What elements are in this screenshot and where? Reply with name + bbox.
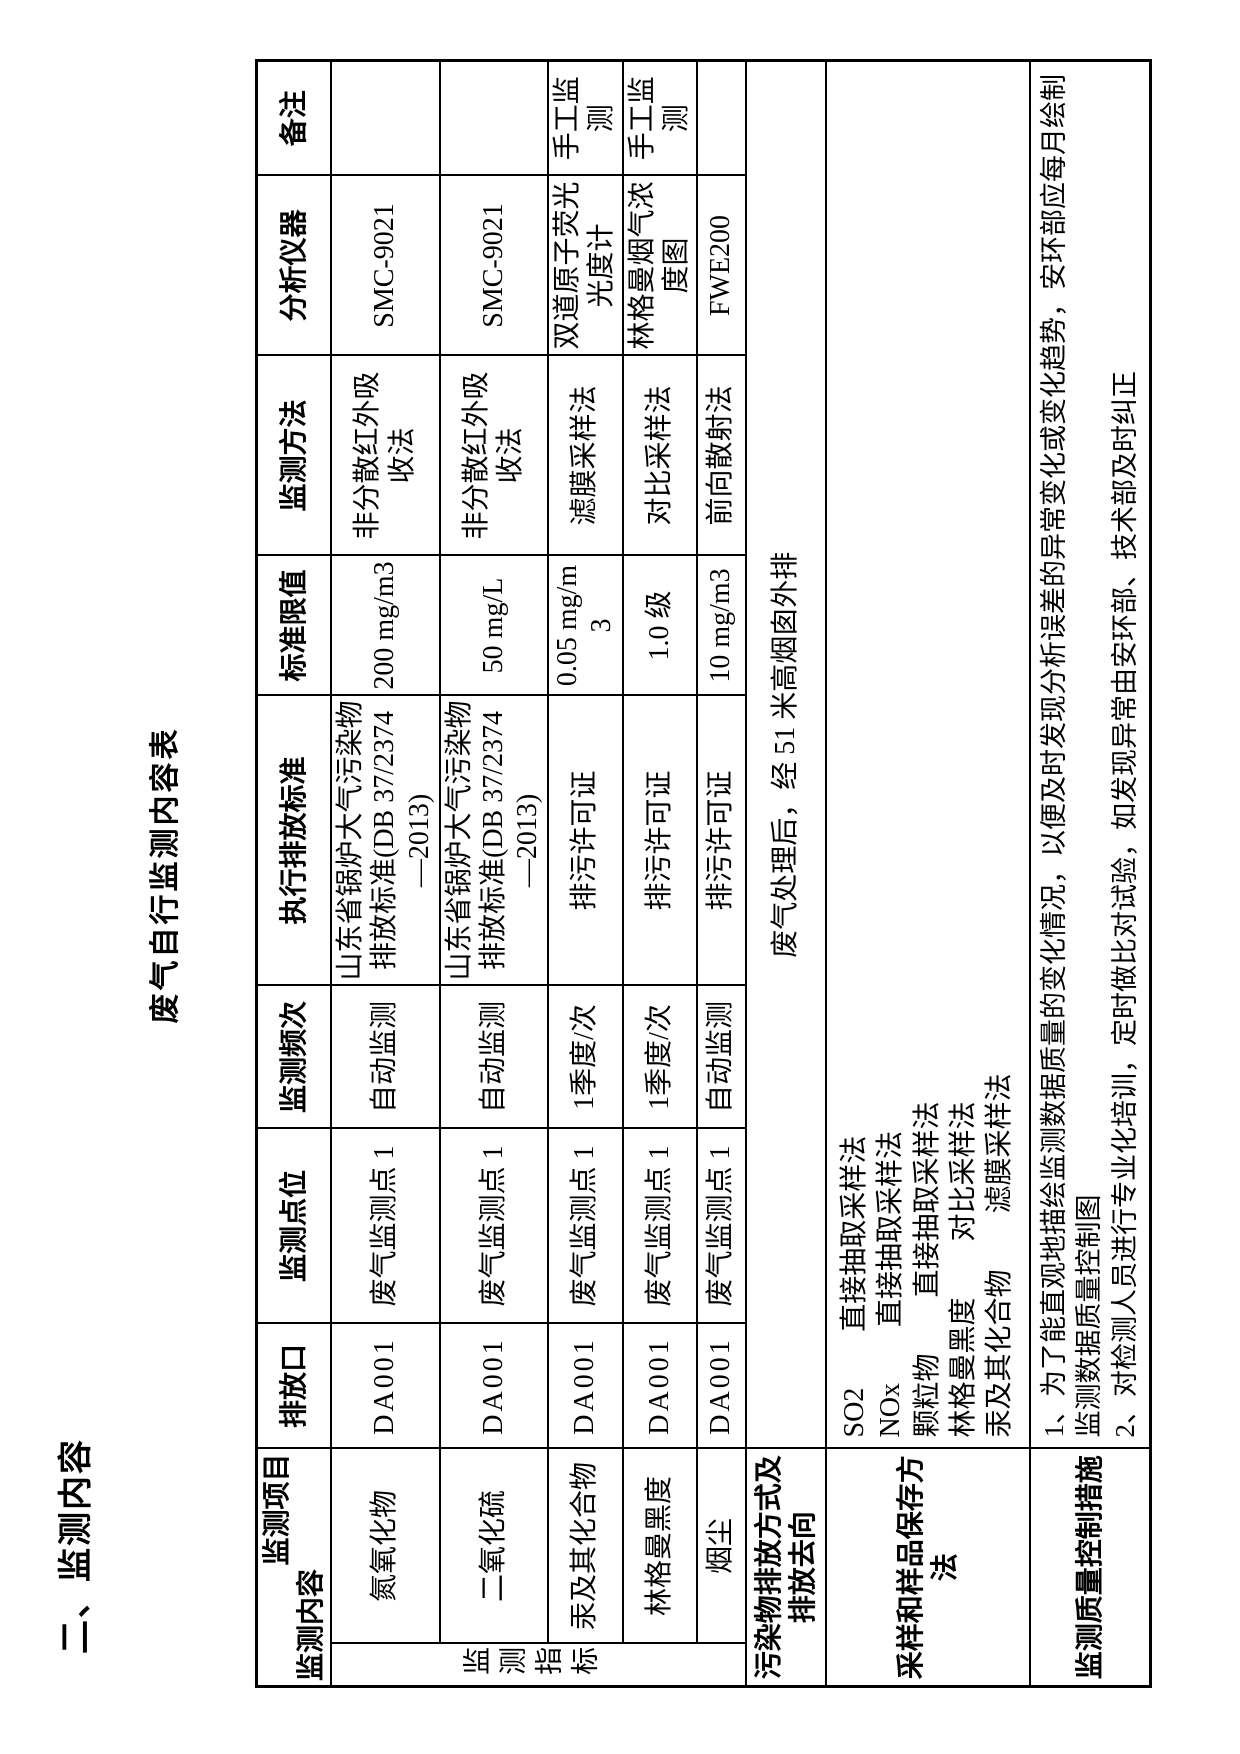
qc-paragraph: 2、对检测人员进行专业化培训，定时做比对试验，如发现异常由安环部、技术部及时纠正 [1109,370,1140,1438]
cell-point: 废气监测点 1 [548,1128,623,1324]
header-frequency: 监测频次 [256,985,332,1129]
sampling-line: SO2 直接抽取采样法 [838,1135,870,1438]
summary-label-qc: 监测质量控制措施 [1029,1448,1151,1687]
cell-method: 非分散红外吸收法 [331,355,440,556]
cell-method: 前向散射法 [696,355,746,556]
cell-outlet: DA001 [622,1323,697,1449]
cell-remark: 手工监测 [548,60,623,176]
cell-item: 林格曼黑度 [622,1448,697,1644]
sampling-line: 汞及其化合物 滤膜采样法 [984,1073,1016,1438]
monitoring-table: 监测项目 监测内容 排放口 监测点位 监测频次 执行排放标准 标准限值 监测方法… [255,58,1153,1688]
header-method: 监测方法 [256,355,332,556]
sampling-line: NOx 直接抽取采样法 [875,1131,907,1438]
summary-row-discharge: 污染物排放方式及排放去向 废气处理后，经 51 米高烟囱外排 [745,60,826,1687]
cell-method: 滤膜采样法 [548,355,623,556]
cell-remark: 手工监测 [622,60,697,176]
cell-frequency: 自动监测 [331,985,440,1129]
summary-label-sampling: 采样和样品保存方法 [825,1448,1030,1687]
sampling-line: 林格曼黑度 对比采样法 [948,1101,980,1438]
table-row: 林格曼黑度 DA001 废气监测点 1 1季度/次 排污许可证 1.0 级 对比… [622,60,697,1686]
table-row: 监测指标 氮氧化物 DA001 废气监测点 1 自动监测 山东省锅炉大气污染物排… [331,60,746,1687]
cell-item: 二氧化硫 [439,1448,549,1644]
cell-point: 废气监测点 1 [622,1128,697,1324]
cell-standard: 排污许可证 [548,695,623,986]
table-title: 废气自行监测内容表 [149,726,182,1024]
cell-item: 烟尘 [696,1448,746,1644]
header-standard: 执行排放标准 [256,695,332,986]
cell-frequency: 1季度/次 [548,985,623,1129]
cell-point: 废气监测点 1 [696,1128,746,1324]
cell-outlet: DA001 [696,1323,746,1449]
cell-standard: 排污许可证 [622,695,697,986]
cell-outlet: DA001 [439,1323,549,1449]
header-instrument: 分析仪器 [256,175,332,356]
summary-row-sampling: 采样和样品保存方法 SO2 直接抽取采样法 NOx 直接抽取采样法 颗粒物 直接… [825,60,1030,1687]
cell-instrument: FWE200 [696,175,746,356]
cell-standard: 山东省锅炉大气污染物排放标准(DB 37/2374—2013) [439,695,549,986]
cell-limit: 10 mg/m3 [696,555,746,696]
header-outlet: 排放口 [256,1323,332,1449]
sampling-line: 颗粒物 直接抽取采样法 [911,1101,943,1438]
cell-frequency: 1季度/次 [622,985,697,1129]
row-group-label-cell: 监测指标 [331,1643,746,1687]
cell-instrument: 双道原子荧光光度计 [548,175,623,356]
cell-remark [331,60,440,176]
cell-standard: 排污许可证 [696,695,746,986]
cell-limit: 1.0 级 [622,555,697,696]
cell-standard: 山东省锅炉大气污染物排放标准(DB 37/2374—2013) [331,695,440,986]
cell-remark [439,60,549,176]
cell-instrument: 林格曼烟气浓度图 [622,175,697,356]
cell-instrument: SMC-9021 [439,175,549,356]
table-row: 二氧化硫 DA001 废气监测点 1 自动监测 山东省锅炉大气污染物排放标准(D… [439,60,549,1686]
cell-outlet: DA001 [331,1323,440,1449]
cell-point: 废气监测点 1 [331,1128,440,1324]
header-point: 监测点位 [256,1128,332,1324]
cell-point: 废气监测点 1 [439,1128,549,1324]
table-row: 汞及其化合物 DA001 废气监测点 1 1季度/次 排污许可证 0.05 mg… [548,60,623,1686]
qc-paragraph: 1、为了能直观地描绘监测数据质量的变化情况，以便及时发现分析误差的异常变化或变化… [1038,73,1105,1438]
summary-content-sampling: SO2 直接抽取采样法 NOx 直接抽取采样法 颗粒物 直接抽取采样法 林格曼黑… [825,60,1030,1449]
table-row: 烟尘 DA001 废气监测点 1 自动监测 排污许可证 10 mg/m3 前向散… [696,60,746,1686]
cell-item: 氮氧化物 [331,1448,440,1644]
cell-frequency: 自动监测 [696,985,746,1129]
section-heading: 二、监测内容 [57,1438,95,1654]
cell-limit: 50 mg/L [439,555,549,696]
header-limit: 标准限值 [256,555,332,696]
cell-limit: 0.05 mg/m3 [548,555,623,696]
cell-outlet: DA001 [548,1323,623,1449]
cell-frequency: 自动监测 [439,985,549,1129]
summary-content-discharge: 废气处理后，经 51 米高烟囱外排 [745,60,826,1449]
cell-item: 汞及其化合物 [548,1448,623,1644]
header-corner-cell: 监测项目 监测内容 [256,1448,332,1687]
cell-limit: 200 mg/m3 [331,555,440,696]
header-corner-bottom: 监测内容 [295,1568,327,1681]
cell-instrument: SMC-9021 [331,175,440,356]
cell-method: 对比采样法 [622,355,697,556]
cell-method: 非分散红外吸收法 [439,355,549,556]
summary-row-qc: 监测质量控制措施 1、为了能直观地描绘监测数据质量的变化情况，以便及时发现分析误… [1029,60,1151,1687]
header-row: 监测项目 监测内容 排放口 监测点位 监测频次 执行排放标准 标准限值 监测方法… [256,60,332,1687]
header-remark: 备注 [256,60,332,176]
cell-remark [696,60,746,176]
header-corner-top: 监测项目 [261,1453,292,1566]
summary-label-discharge: 污染物排放方式及排放去向 [745,1448,826,1687]
row-group-label: 监测指标 [462,1647,607,1679]
summary-content-qc: 1、为了能直观地描绘监测数据质量的变化情况，以便及时发现分析误差的异常变化或变化… [1029,60,1151,1449]
